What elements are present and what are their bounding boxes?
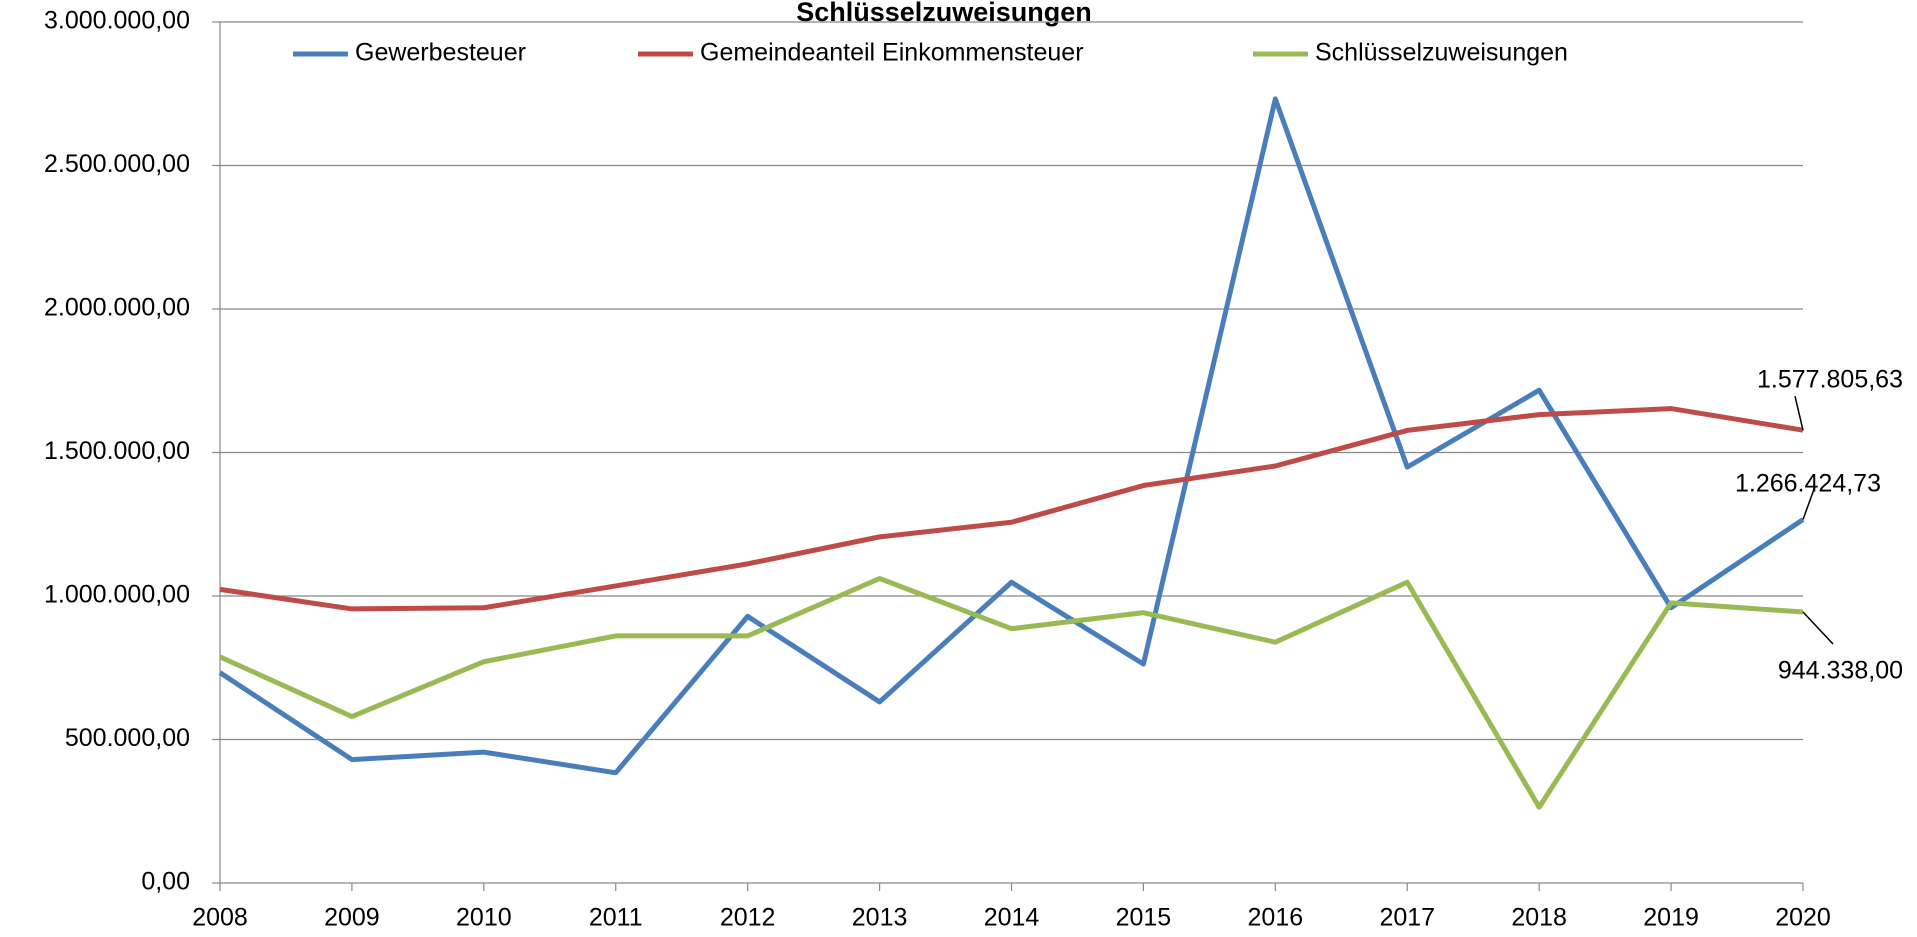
x-tick-label: 2016 [1248,904,1304,932]
x-tick-label: 2020 [1775,904,1831,932]
y-tick-label: 1.500.000,00 [44,437,190,465]
leader-line [1794,395,1804,431]
y-tick-label: 0,00 [141,868,190,896]
legend-label: Schlüsselzuweisungen [1315,39,1568,67]
legend-label: Gewerbesteuer [355,39,526,67]
chart-title: Schlüsselzuweisungen [796,0,1092,27]
x-tick-label: 2019 [1643,904,1699,932]
x-tick-label: 2011 [589,904,643,932]
leader-line [1802,486,1816,520]
y-tick-label: 500.000,00 [65,724,190,752]
x-tick-label: 2014 [984,904,1040,932]
series-line [218,575,1804,810]
series-line [218,96,1805,776]
x-tick-label: 2009 [324,904,380,932]
x-tick-label: 2018 [1511,904,1567,932]
x-tick-label: 2013 [852,904,908,932]
y-tick-label: 1.000.000,00 [44,581,190,609]
data-label: 1.577.805,63 [1757,366,1903,394]
y-tick-label: 2.000.000,00 [44,294,190,322]
leader-line [1802,611,1834,645]
series-line [219,406,1804,612]
data-label: 1.266.424,73 [1735,470,1881,498]
y-tick-label: 3.000.000,00 [44,7,190,35]
x-tick-label: 2008 [192,904,248,932]
x-tick-label: 2015 [1116,904,1172,932]
legend-label: Gemeindeanteil Einkommensteuer [700,39,1084,67]
x-tick-label: 2017 [1379,904,1435,932]
x-tick-label: 2012 [720,904,776,932]
data-label: 944.338,00 [1778,657,1903,685]
y-tick-label: 2.500.000,00 [44,150,190,178]
x-tick-label: 2010 [456,904,512,932]
